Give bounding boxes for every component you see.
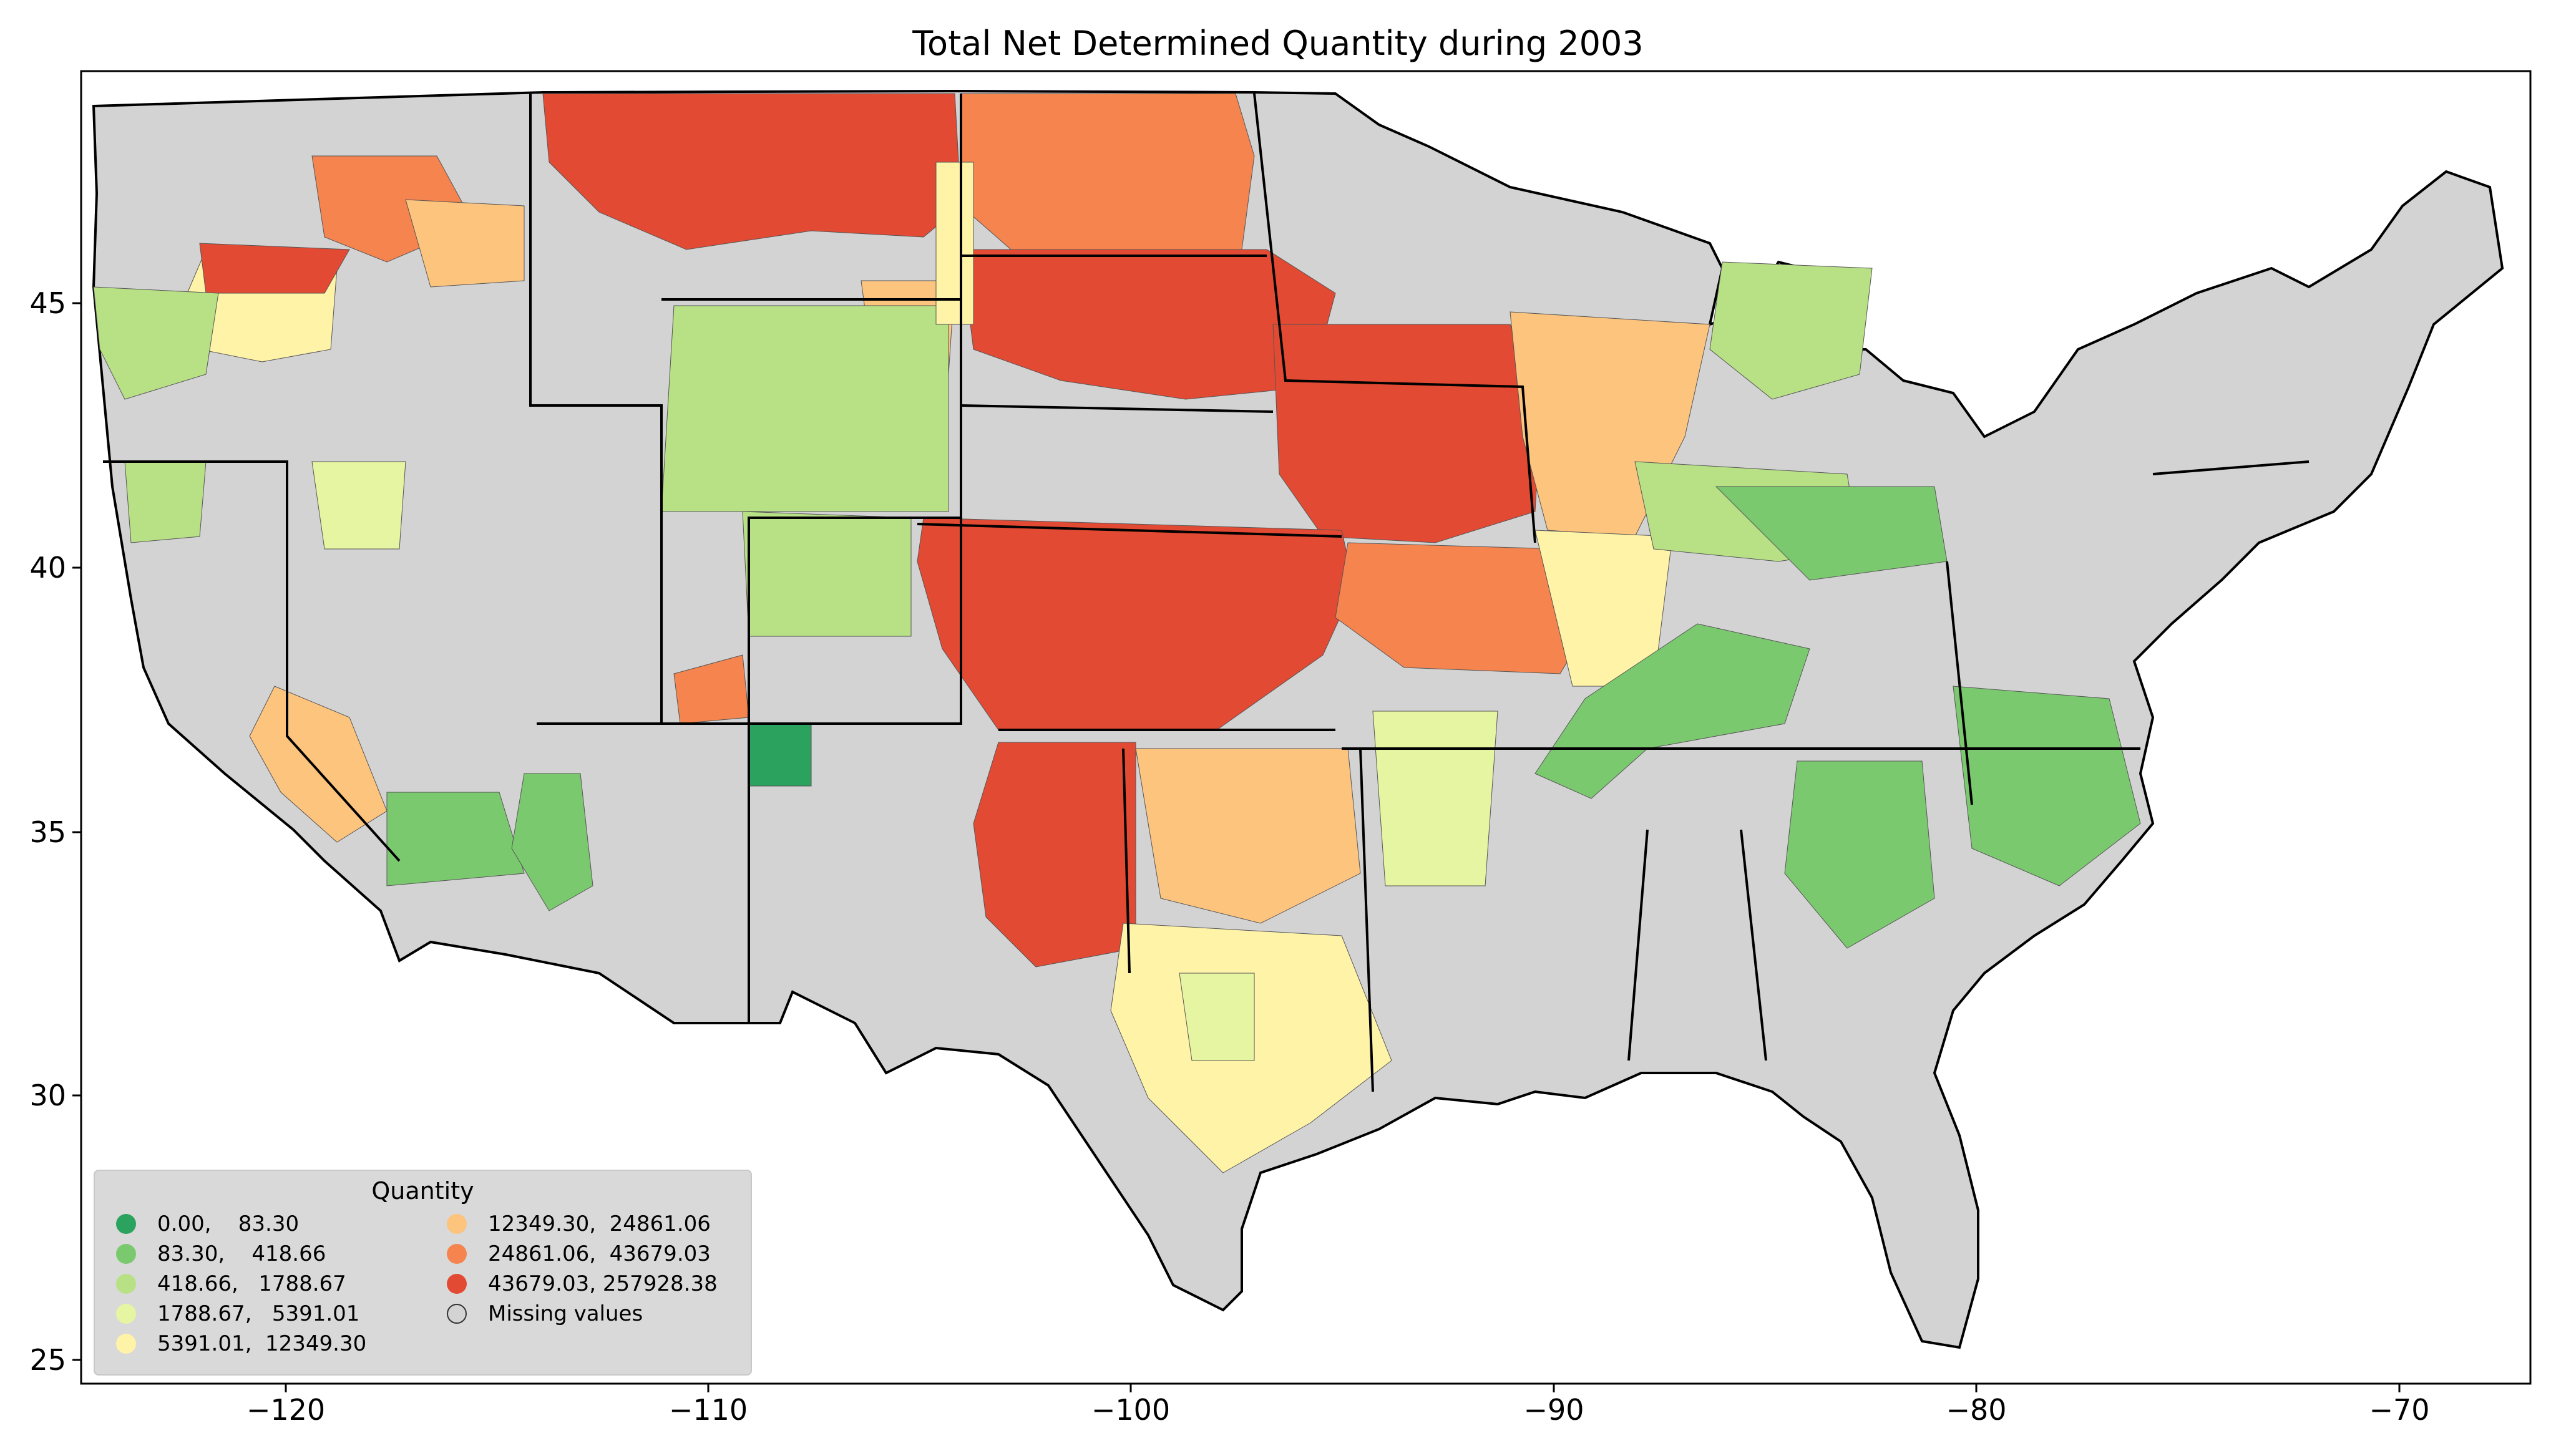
x-tick-label: −110: [669, 1393, 748, 1427]
legend-label: 83.30, 418.66: [157, 1241, 326, 1266]
map-legend: Quantity 0.00, 83.30 83.30, 418.66 418.6…: [94, 1170, 752, 1376]
y-tick-label: 40: [29, 551, 66, 585]
legend-item: 418.66, 1788.67: [116, 1268, 346, 1299]
legend-swatch: [116, 1214, 136, 1234]
x-tick-label: −90: [1523, 1393, 1584, 1427]
legend-label: 0.00, 83.30: [157, 1211, 300, 1236]
legend-label: 418.66, 1788.67: [157, 1271, 346, 1296]
x-tick-label: −70: [2369, 1393, 2429, 1427]
y-tick-label: 35: [29, 815, 66, 849]
legend-swatch: [447, 1304, 467, 1324]
x-tick-label: −120: [246, 1393, 325, 1427]
legend-item: 5391.01, 12349.30: [116, 1328, 366, 1359]
legend-label: 24861.06, 43679.03: [488, 1241, 711, 1266]
legend-swatch: [447, 1274, 467, 1294]
legend-item: 12349.30, 24861.06: [447, 1208, 711, 1240]
legend-label: 43679.03, 257928.38: [488, 1271, 718, 1296]
legend-swatch: [447, 1244, 467, 1264]
y-tick-label: 45: [29, 286, 66, 320]
y-tick-label: 30: [29, 1079, 66, 1112]
legend-title: Quantity: [371, 1177, 474, 1205]
legend-item: 24861.06, 43679.03: [447, 1238, 711, 1269]
chart-title: Total Net Determined Quantity during 200…: [912, 24, 1644, 63]
legend-item: 43679.03, 257928.38: [447, 1268, 718, 1299]
x-tick-label: −100: [1091, 1393, 1170, 1427]
y-tick-label: 25: [29, 1343, 66, 1377]
state-boundaries: [103, 93, 2310, 1092]
x-axis: [285, 1384, 2401, 1392]
legend-swatch: [447, 1214, 467, 1234]
legend-item: 0.00, 83.30: [116, 1208, 299, 1240]
county-fill-regions: [93, 93, 2141, 1173]
legend-item: 1788.67, 5391.01: [116, 1298, 359, 1329]
y-axis: [72, 302, 81, 1361]
legend-item: Missing values: [447, 1298, 643, 1329]
legend-item: 83.30, 418.66: [116, 1238, 326, 1269]
legend-swatch: [116, 1334, 136, 1354]
legend-label: 1788.67, 5391.01: [157, 1301, 360, 1326]
legend-swatch: [116, 1304, 136, 1324]
x-tick-label: −80: [1946, 1393, 2006, 1427]
legend-label: 12349.30, 24861.06: [488, 1211, 711, 1236]
legend-label: Missing values: [488, 1301, 643, 1326]
legend-swatch: [116, 1274, 136, 1294]
legend-label: 5391.01, 12349.30: [157, 1331, 367, 1356]
legend-swatch: [116, 1244, 136, 1264]
